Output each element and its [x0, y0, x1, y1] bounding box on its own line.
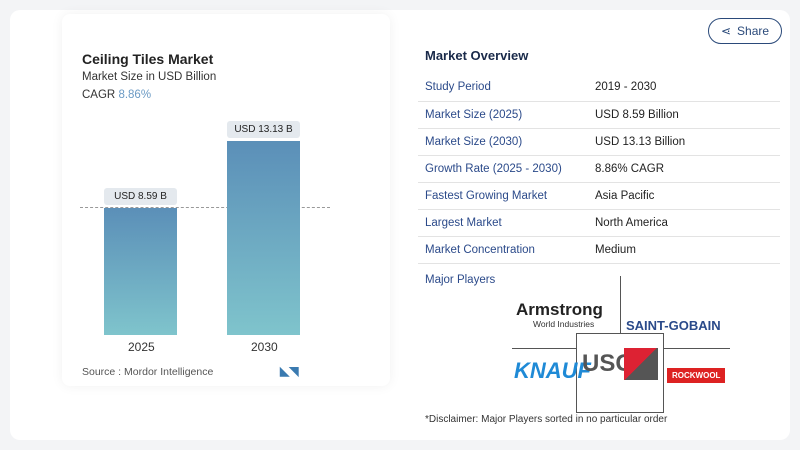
row-key: Market Concentration: [418, 236, 588, 264]
data-label: USD 13.13 B: [227, 121, 300, 138]
row-key: Growth Rate (2025 - 2030): [418, 155, 588, 183]
armstrong-logo: Armstrong: [516, 300, 603, 319]
chart-title: Ceiling Tiles Market: [82, 51, 214, 67]
overview-row: Fastest Growing Market Asia Pacific: [418, 182, 780, 210]
row-value: 8.86% CAGR: [588, 155, 780, 183]
overview-row: Market Size (2025) USD 8.59 Billion: [418, 101, 780, 129]
x-tick-label: 2030: [251, 340, 278, 354]
overview-row: Largest Market North America: [418, 209, 780, 237]
cagr: CAGR 8.86%: [82, 89, 152, 101]
usg-mark-icon: [624, 348, 658, 380]
mordor-logo-icon: ◣◥: [280, 364, 299, 378]
row-value: USD 8.59 Billion: [588, 101, 780, 129]
rockwool-logo: ROCKWOOL: [667, 368, 726, 383]
overview-row: Market Concentration Medium: [418, 236, 780, 264]
row-value: Asia Pacific: [588, 182, 780, 210]
overview-row: Market Size (2030) USD 13.13 Billion: [418, 128, 780, 156]
row-value: Medium: [588, 236, 780, 264]
overview-row: Growth Rate (2025 - 2030) 8.86% CAGR: [418, 155, 780, 183]
x-tick-label: 2025: [128, 340, 155, 354]
disclaimer: *Disclaimer: Major Players sorted in no …: [425, 414, 668, 425]
row-key: Largest Market: [418, 209, 588, 237]
armstrong-sub: World Industries: [533, 319, 595, 329]
source: Source : Mordor Intelligence: [82, 366, 214, 378]
row-key: Fastest Growing Market: [418, 182, 588, 210]
share-button[interactable]: ⋖ Share: [708, 18, 782, 44]
knauf-logo: KNAUF: [514, 358, 591, 383]
row-key: Study Period: [418, 74, 588, 102]
row-key: Market Size (2025): [418, 101, 588, 129]
row-value: North America: [588, 209, 780, 237]
share-icon: ⋖: [720, 24, 732, 38]
overview-title: Market Overview: [425, 48, 529, 63]
overview-row: Study Period 2019 - 2030: [418, 74, 780, 102]
reference-line: [80, 207, 330, 208]
overview-table: Study Period 2019 - 2030 Market Size (2025…: [418, 74, 780, 264]
row-value: USD 13.13 Billion: [588, 128, 780, 156]
saint-gobain-logo: SAINT-GOBAIN: [626, 318, 721, 333]
major-players-title: Major Players: [425, 274, 496, 286]
bar-2030: [227, 141, 300, 335]
data-label: USD 8.59 B: [104, 188, 177, 206]
chart-subtitle: Market Size in USD Billion: [82, 71, 217, 83]
row-value: 2019 - 2030: [588, 74, 780, 102]
bar-2025: [104, 208, 177, 335]
row-key: Market Size (2030): [418, 128, 588, 156]
